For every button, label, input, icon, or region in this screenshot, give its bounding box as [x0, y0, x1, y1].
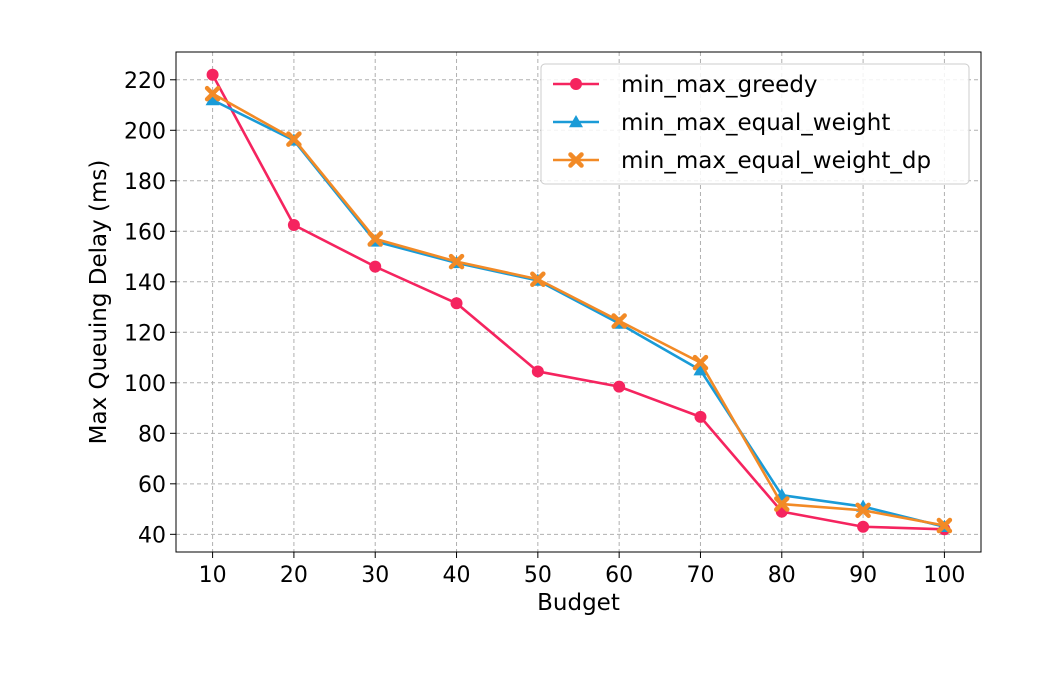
- x-tick-label: 60: [605, 563, 633, 588]
- legend-marker: [568, 152, 584, 168]
- y-tick-label: 40: [138, 523, 166, 548]
- y-tick-label: 220: [124, 69, 166, 94]
- data-point: [613, 380, 626, 393]
- x-tick-label: 90: [849, 563, 877, 588]
- x-tick-label: 80: [768, 563, 796, 588]
- data-point: [287, 218, 300, 231]
- data-point: [694, 410, 707, 423]
- data-point: [693, 363, 708, 376]
- y-axis-title: Max Queuing Delay (ms): [86, 160, 112, 445]
- plot-frame: [175, 51, 982, 553]
- legend-label: min_max_greedy: [621, 72, 818, 98]
- legend-item: min_max_greedy: [553, 72, 818, 98]
- legend: min_max_greedy min_max_equal_weight min_ma…: [540, 63, 970, 185]
- data-point: [367, 231, 383, 247]
- data-point: [450, 297, 463, 310]
- y-tick-label: 160: [124, 220, 166, 245]
- data-point: [855, 502, 871, 519]
- y-tick-label: 80: [138, 422, 166, 447]
- data-point: [774, 496, 790, 512]
- data-point: [531, 365, 544, 378]
- series-line: [211, 92, 945, 527]
- legend-label: min_max_equal_weight_dp: [621, 148, 931, 174]
- data-point: [936, 517, 953, 534]
- series-min_max_greedy: [206, 68, 951, 536]
- data-point: [204, 85, 221, 102]
- data-point: [611, 313, 627, 329]
- series-line: [211, 74, 945, 531]
- data-point: [448, 253, 465, 270]
- x-tick-label: 50: [524, 563, 552, 588]
- data-point: [369, 260, 382, 273]
- y-tick-label: 120: [124, 321, 166, 346]
- legend-item: min_max_equal_weight_dp: [553, 148, 931, 174]
- x-tick-label: 40: [443, 563, 471, 588]
- legend-marker: [570, 78, 582, 90]
- x-tick-label: 70: [686, 563, 714, 588]
- data-point: [205, 92, 220, 106]
- x-axis-title: Budget: [537, 590, 620, 616]
- legend-box: [540, 63, 970, 185]
- y-tick-label: 60: [138, 473, 166, 498]
- data-point: [530, 271, 546, 288]
- x-tick-label: 20: [280, 563, 308, 588]
- y-tick-label: 200: [124, 119, 166, 144]
- data-point: [286, 131, 302, 147]
- data-point: [857, 520, 870, 533]
- x-tick-label: 10: [199, 563, 227, 588]
- y-tick-label: 180: [124, 170, 166, 195]
- data-point: [692, 354, 709, 371]
- y-axis: 40 60 80 100 120 140 160 180 200 220: [124, 69, 176, 548]
- legend-label: min_max_equal_weight: [621, 110, 890, 136]
- legend-item: min_max_equal_weight: [553, 110, 890, 136]
- legend-marker: [569, 115, 583, 128]
- data-point: [206, 68, 219, 81]
- x-axis: 10 20 30 40 50 60 70 80 90 100: [199, 552, 965, 588]
- series-layer: [204, 68, 953, 536]
- y-tick-label: 140: [124, 271, 166, 296]
- y-tick-label: 100: [124, 372, 166, 397]
- x-tick-label: 100: [923, 563, 965, 588]
- series-min_max_equal_weight_dp: [204, 85, 953, 534]
- x-tick-label: 30: [361, 563, 389, 588]
